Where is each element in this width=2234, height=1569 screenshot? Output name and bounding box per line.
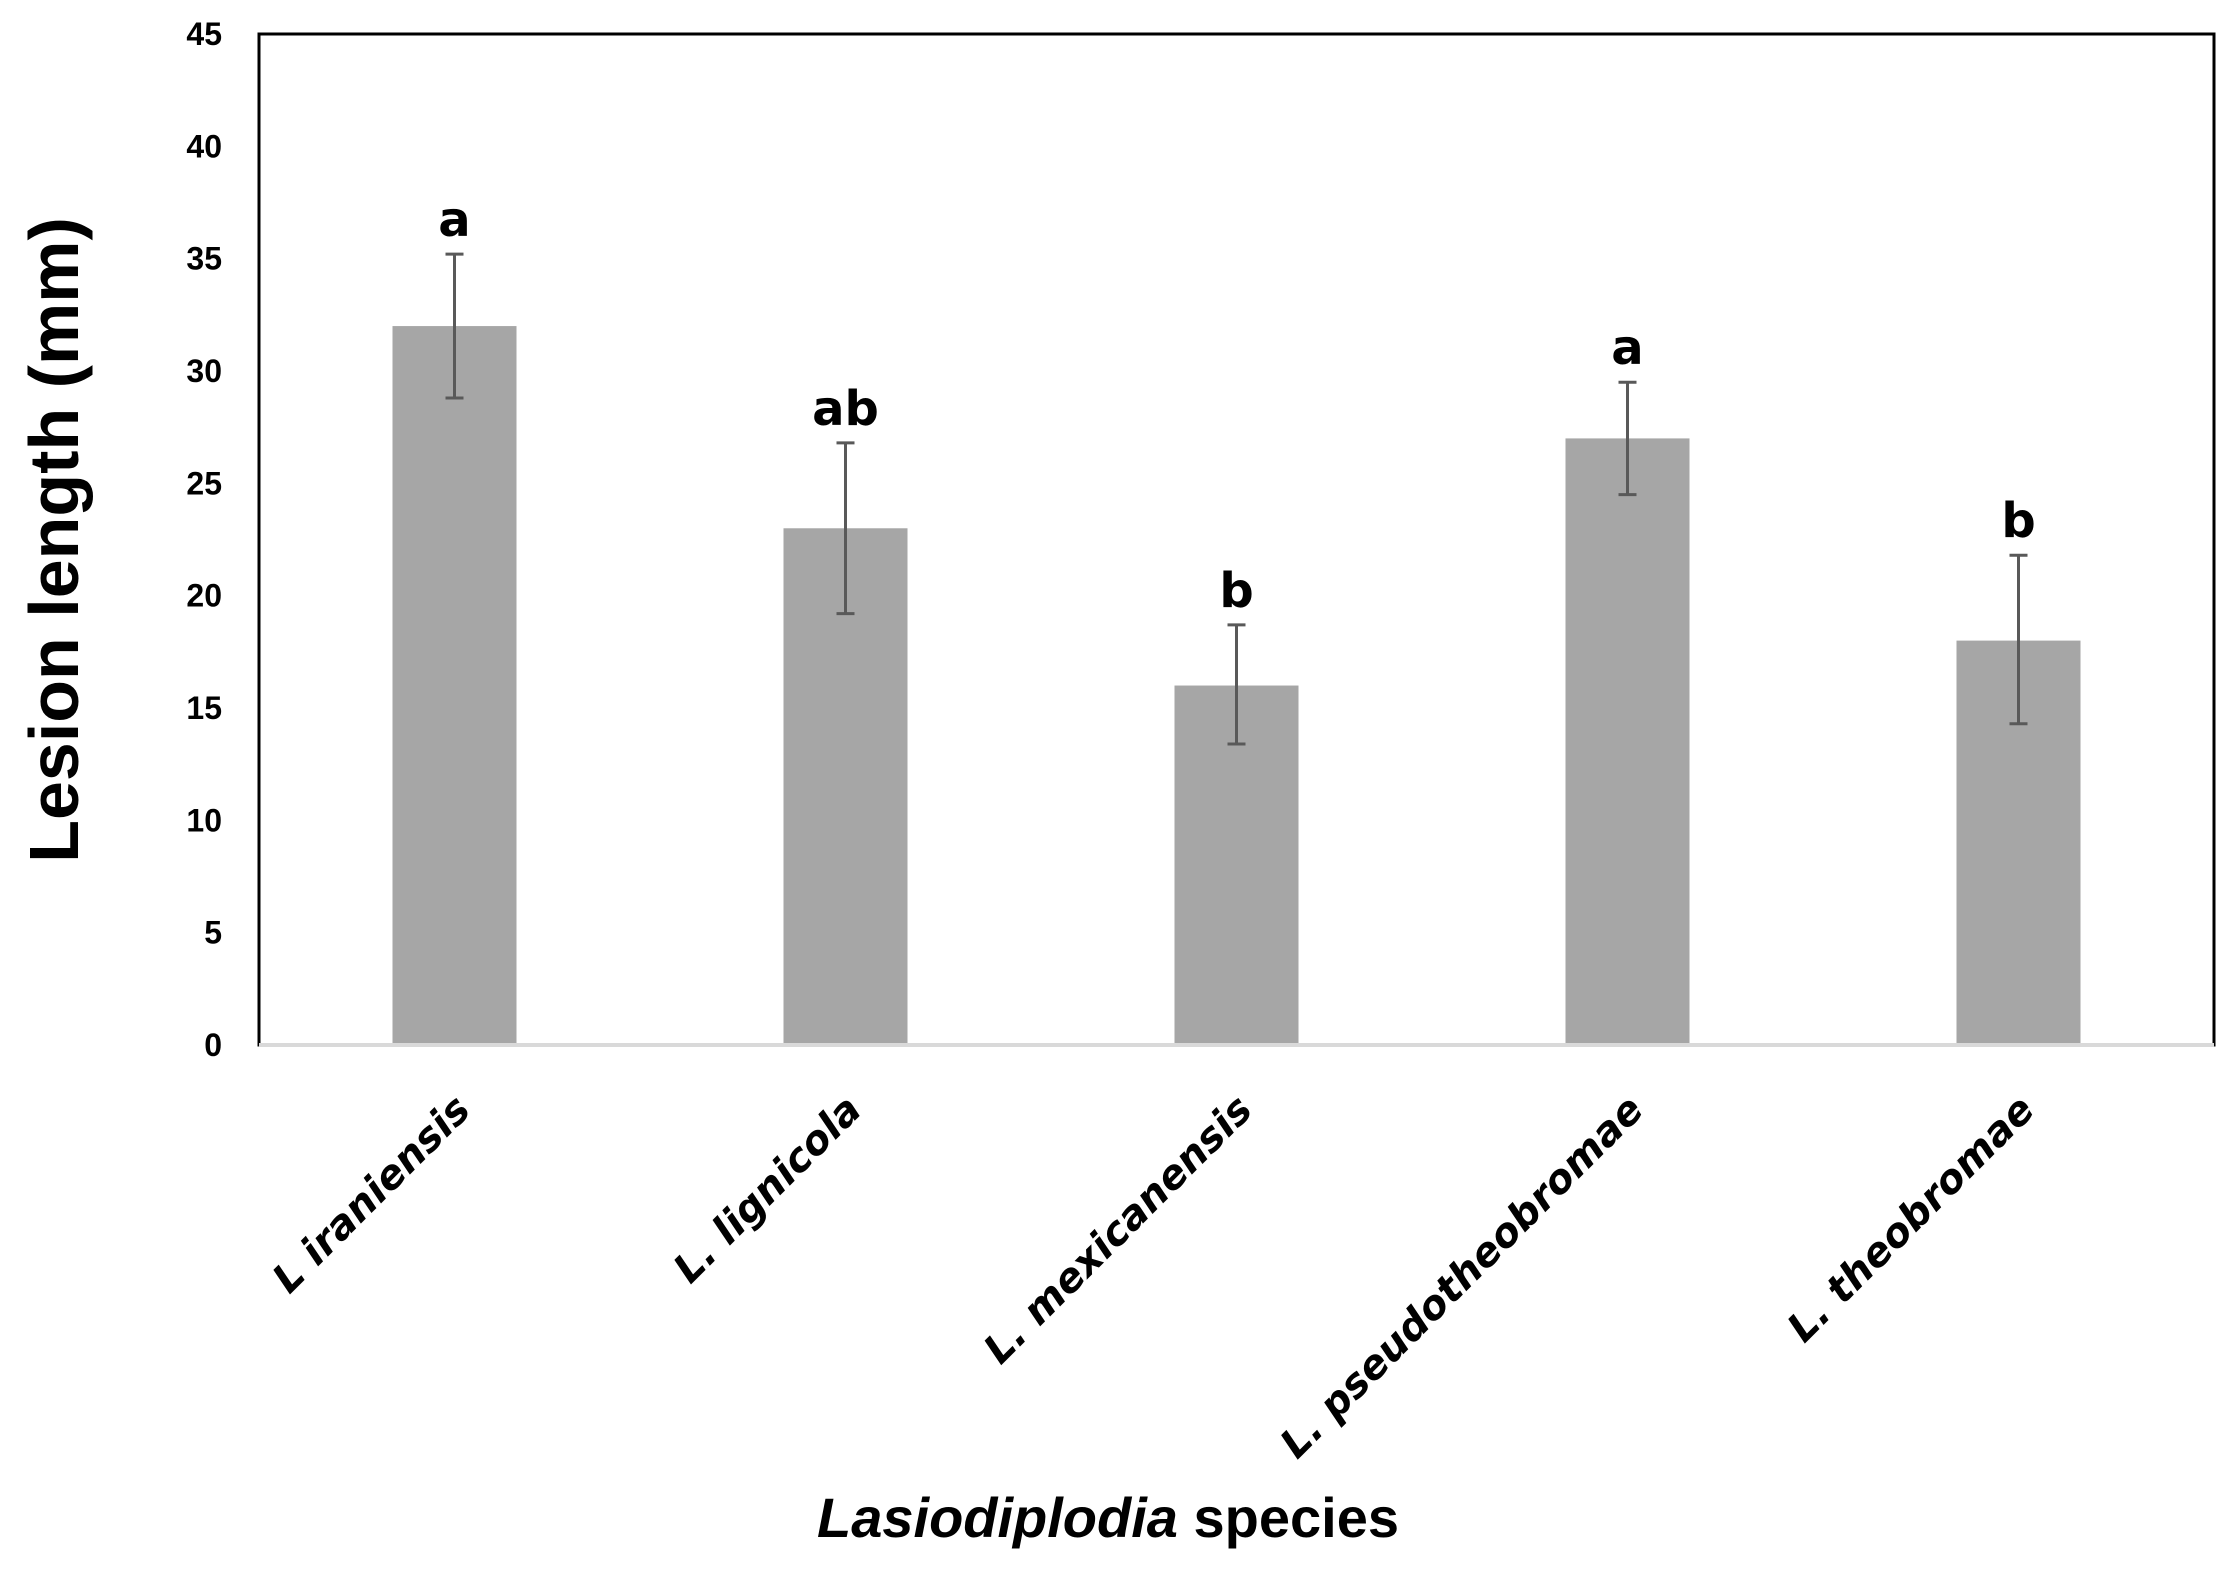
bar	[392, 326, 517, 1046]
y-tick-label: 45	[186, 16, 222, 52]
y-tick-label: 40	[186, 128, 222, 164]
x-axis-label: Lasiodiplodia species	[817, 1486, 1399, 1549]
y-tick-label: 10	[186, 802, 222, 838]
y-tick-label: 30	[186, 353, 222, 389]
x-tick-label: L. theobromae	[1779, 1087, 2044, 1352]
y-axis-label: Lesion length (mm)	[15, 217, 93, 863]
x-tick-label: L. pseudotheobromae	[1272, 1087, 1653, 1468]
y-tick-label: 20	[186, 578, 222, 614]
significance-letter: ab	[812, 381, 879, 437]
y-tick-label: 15	[186, 690, 222, 726]
y-axis-ticks: 0 5 10 15 20 25 30 35 40 45	[186, 16, 222, 1063]
y-tick-label: 0	[204, 1027, 222, 1063]
x-tick-label: L. mexicanensis	[975, 1087, 1261, 1373]
x-tick-label: L iraniensis	[264, 1087, 480, 1303]
y-tick-label: 5	[204, 915, 222, 951]
x-tick-label: L. lignicola	[665, 1087, 871, 1293]
bar	[1565, 438, 1690, 1045]
x-axis-label-rest: species	[1178, 1486, 1399, 1549]
error-bars	[445, 252, 2028, 746]
significance-letter: b	[2001, 493, 2035, 549]
x-axis-label-italic: Lasiodiplodia	[817, 1486, 1178, 1549]
significance-letter: a	[1611, 320, 1643, 376]
y-tick-label: 25	[186, 465, 222, 501]
y-tick-label: 35	[186, 241, 222, 277]
x-axis-category-labels: L iraniensis L. lignicola L. mexicanensis L…	[264, 1087, 2044, 1468]
significance-letter: b	[1219, 563, 1253, 619]
significance-letter: a	[438, 192, 470, 248]
